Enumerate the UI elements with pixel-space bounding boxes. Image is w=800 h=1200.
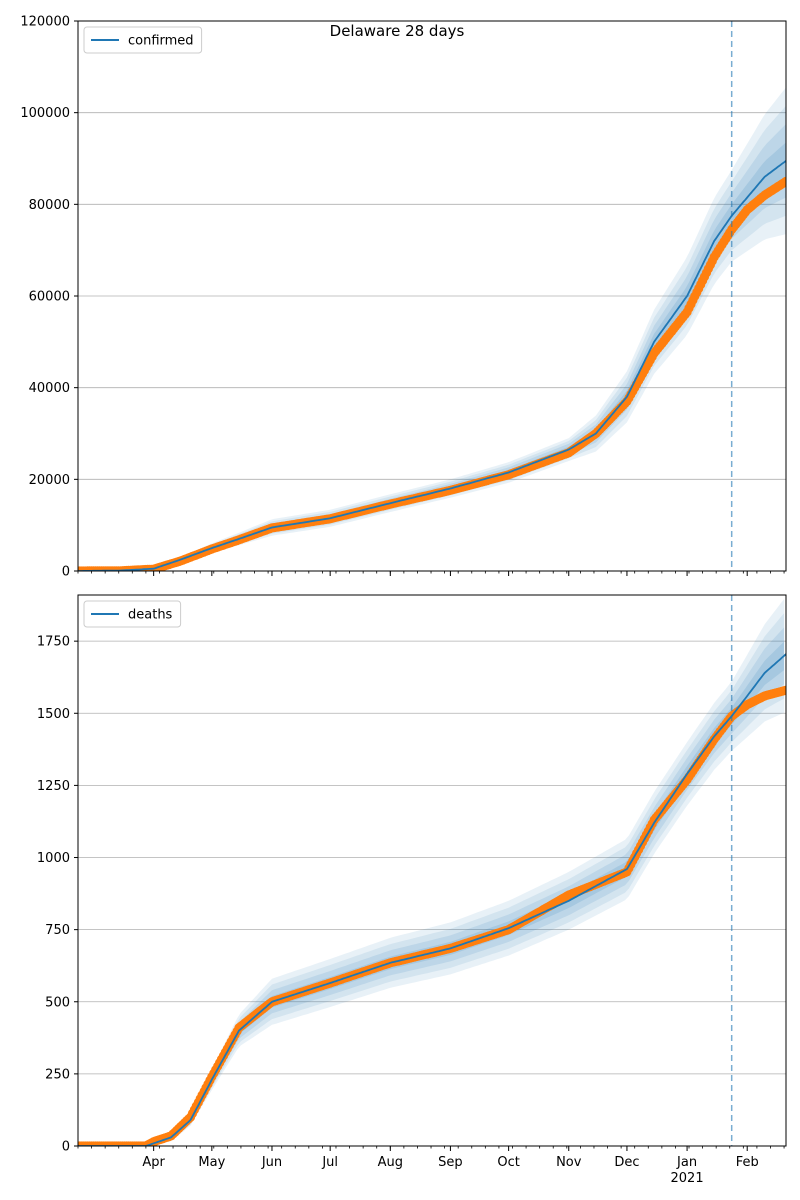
y-tick-label: 750: [45, 923, 70, 938]
x-tick-label: Aug: [378, 1155, 403, 1170]
y-tick-label: 1750: [37, 635, 70, 650]
y-tick-label: 0: [62, 565, 70, 580]
x-year-label: 2021: [671, 1171, 704, 1186]
observed-series: [78, 176, 786, 571]
model-line: [78, 160, 786, 571]
x-tick-label: Jun: [261, 1155, 282, 1170]
x-tick-label: Nov: [556, 1155, 582, 1170]
axes-frame: [77, 20, 787, 572]
legend-box: [83, 26, 203, 54]
legend-box: [83, 600, 182, 628]
uncertainty-bands: [122, 87, 786, 571]
y-tick-label: 1000: [37, 851, 70, 866]
legend: confirmed: [83, 26, 203, 54]
uncertainty-band: [132, 627, 785, 1146]
legend-label: deaths: [128, 608, 173, 623]
y-tick-label: 1500: [37, 707, 70, 722]
deaths-panel: 0 250 500 750 1000 1250 1500 1750 Apr May Jun Jul Au…: [37, 594, 787, 1186]
x-tick-label: Sep: [438, 1155, 463, 1170]
uncertainty-band: [122, 142, 786, 571]
x-tick-label: May: [198, 1155, 225, 1170]
confirmed-panel: 0 20000 40000 60000 80000 100000 120000 confirm…: [20, 15, 787, 580]
axes-frame: [77, 594, 787, 1147]
observed-point: [781, 685, 786, 695]
uncertainty-bands: [132, 599, 785, 1146]
y-tick-label: 80000: [29, 198, 70, 213]
x-tick-label: Jul: [321, 1155, 338, 1170]
figure-title: Delaware 28 days: [330, 22, 465, 40]
uncertainty-band: [122, 105, 786, 571]
x-tick-label: Apr: [142, 1155, 165, 1170]
uncertainty-band: [132, 613, 785, 1146]
x-tick-label: Dec: [614, 1155, 639, 1170]
y-tick-label: 60000: [29, 290, 70, 305]
x-tick-label: Oct: [497, 1155, 519, 1170]
y-tick-label: 0: [62, 1140, 70, 1155]
model-line: [78, 653, 786, 1146]
y-tick-label: 20000: [29, 473, 70, 488]
legend: deaths: [83, 600, 182, 628]
y-tick-label: 100000: [20, 106, 70, 121]
y-tick-label: 1250: [37, 779, 70, 794]
y-tick-label: 40000: [29, 381, 70, 396]
legend-label: confirmed: [128, 34, 194, 49]
uncertainty-band: [122, 124, 786, 571]
y-tick-label: 500: [45, 995, 70, 1010]
x-tick-label: Jan: [676, 1155, 697, 1170]
y-tick-label: 250: [45, 1067, 70, 1082]
uncertainty-band: [122, 87, 786, 571]
uncertainty-band: [132, 599, 785, 1146]
x-tick-label: Feb: [736, 1155, 759, 1170]
y-tick-label: 120000: [20, 15, 70, 30]
observed-point: [781, 176, 786, 186]
uncertainty-band: [132, 641, 785, 1146]
